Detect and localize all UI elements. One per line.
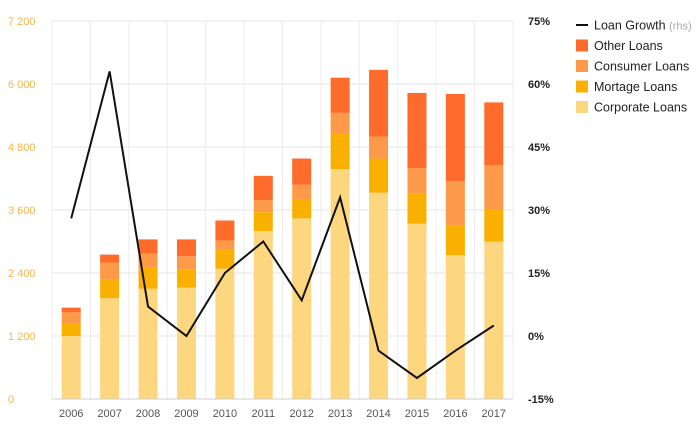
x-tick-label: 2016: [443, 408, 467, 420]
x-tick-label: 2012: [289, 408, 313, 420]
left-tick-label: 1 200: [8, 331, 36, 343]
x-tick-label: 2007: [97, 408, 121, 420]
bar-consumer-loans-2009: [176, 256, 196, 270]
x-tick-label: 2010: [213, 408, 237, 420]
bar-consumer-loans-2012: [292, 184, 312, 199]
bar-consumer-loans-2006: [61, 312, 81, 324]
right-tick-label: -15%: [528, 394, 554, 406]
bar-mortage-loans-2015: [407, 193, 427, 224]
bar-corporate-loans-2012: [292, 218, 312, 399]
bar-other-loans-2016: [445, 93, 465, 182]
left-tick-label: 7 200: [8, 16, 36, 28]
right-tick-label: 75%: [528, 16, 550, 28]
bar-corporate-loans-2010: [215, 268, 235, 399]
bar-mortage-loans-2016: [445, 225, 465, 256]
bar-other-loans-2014: [369, 69, 389, 137]
bar-consumer-loans-2011: [253, 200, 273, 213]
legend-label-consumer-loans: Consumer Loans: [594, 60, 689, 74]
bar-corporate-loans-2014: [369, 192, 389, 399]
right-axis: -15% 0% 15% 30% 45% 60% 75%: [528, 16, 554, 406]
legend-label-other-loans: Other Loans: [594, 39, 663, 53]
bar-corporate-loans-2013: [330, 169, 350, 399]
x-tick-label: 2015: [405, 408, 429, 420]
bar-other-loans-2007: [100, 254, 120, 263]
bar-corporate-loans-2011: [253, 231, 273, 399]
right-tick-label: 60%: [528, 79, 550, 91]
x-tick-label: 2011: [251, 408, 275, 420]
bar-mortage-loans-2007: [100, 279, 120, 299]
line-group: [70, 71, 495, 380]
legend-swatch-corporate-loans: [576, 101, 588, 113]
legend-swatch-consumer-loans: [576, 60, 588, 72]
gridlines: [51, 20, 514, 400]
bar-corporate-loans-2015: [407, 223, 427, 399]
legend: Loan Growth (rhs) Other Loans Consumer Loa…: [576, 19, 692, 115]
right-tick-label: 30%: [528, 205, 550, 217]
bars-group: [61, 69, 504, 399]
loan-growth-line: [70, 71, 495, 380]
left-tick-label: 6 000: [8, 79, 36, 91]
x-tick-label: 2008: [136, 408, 160, 420]
bar-consumer-loans-2007: [100, 262, 120, 280]
bar-mortage-loans-2013: [330, 133, 350, 170]
bar-consumer-loans-2008: [138, 253, 158, 268]
left-tick-label: 4 800: [8, 142, 36, 154]
bar-other-loans-2015: [407, 92, 427, 168]
bar-consumer-loans-2010: [215, 240, 235, 250]
bar-consumer-loans-2013: [330, 112, 350, 134]
bar-consumer-loans-2014: [369, 136, 389, 159]
legend-label-mortage-loans: Mortage Loans: [594, 80, 677, 94]
bar-other-loans-2010: [215, 220, 235, 241]
x-tick-label: 2017: [482, 408, 506, 420]
bar-corporate-loans-2017: [484, 241, 504, 399]
bar-corporate-loans-2016: [445, 255, 465, 399]
bar-mortage-loans-2012: [292, 198, 312, 219]
bar-mortage-loans-2010: [215, 249, 235, 269]
x-tick-label: 2006: [59, 408, 83, 420]
left-axis: 0 1 200 2 400 3 600 4 800 6 000 7 200: [8, 16, 36, 406]
x-axis: 2006 2007 2008 2009 2010 2011 2012 2013 2014 2015…: [52, 398, 513, 420]
legend-swatch-other-loans: [576, 39, 588, 52]
bar-corporate-loans-2007: [100, 298, 120, 399]
bar-mortage-loans-2011: [253, 212, 273, 231]
x-tick-label: 2013: [328, 408, 352, 420]
bar-consumer-loans-2016: [445, 181, 465, 226]
bar-other-loans-2011: [253, 175, 273, 201]
bar-mortage-loans-2017: [484, 209, 504, 242]
x-tick-label: 2014: [366, 408, 390, 420]
bar-mortage-loans-2006: [61, 323, 81, 336]
legend-swatch-mortage-loans: [576, 80, 588, 93]
right-tick-label: 0%: [528, 331, 544, 343]
bar-mortage-loans-2014: [369, 158, 389, 193]
x-tick-label: 2009: [174, 408, 198, 420]
left-tick-label: 3 600: [8, 205, 36, 217]
legend-label-corporate-loans: Corporate Loans: [594, 101, 687, 115]
left-tick-label: 0: [8, 394, 14, 406]
bar-corporate-loans-2009: [176, 287, 196, 399]
bar-consumer-loans-2017: [484, 165, 504, 210]
bar-other-loans-2006: [61, 307, 81, 313]
bar-corporate-loans-2006: [61, 336, 81, 399]
bar-other-loans-2009: [176, 239, 196, 257]
bar-consumer-loans-2015: [407, 168, 427, 194]
legend-label-loan-growth: Loan Growth (rhs): [594, 19, 692, 33]
bar-mortage-loans-2009: [176, 269, 196, 288]
left-tick-label: 2 400: [8, 268, 36, 280]
bar-corporate-loans-2008: [138, 288, 158, 399]
bar-other-loans-2012: [292, 158, 312, 185]
bar-other-loans-2017: [484, 102, 504, 166]
bar-other-loans-2013: [330, 77, 350, 113]
bar-other-loans-2008: [138, 239, 158, 254]
right-tick-label: 45%: [528, 142, 550, 154]
right-tick-label: 15%: [528, 268, 550, 280]
legend-note-rhs: (rhs): [669, 21, 692, 33]
